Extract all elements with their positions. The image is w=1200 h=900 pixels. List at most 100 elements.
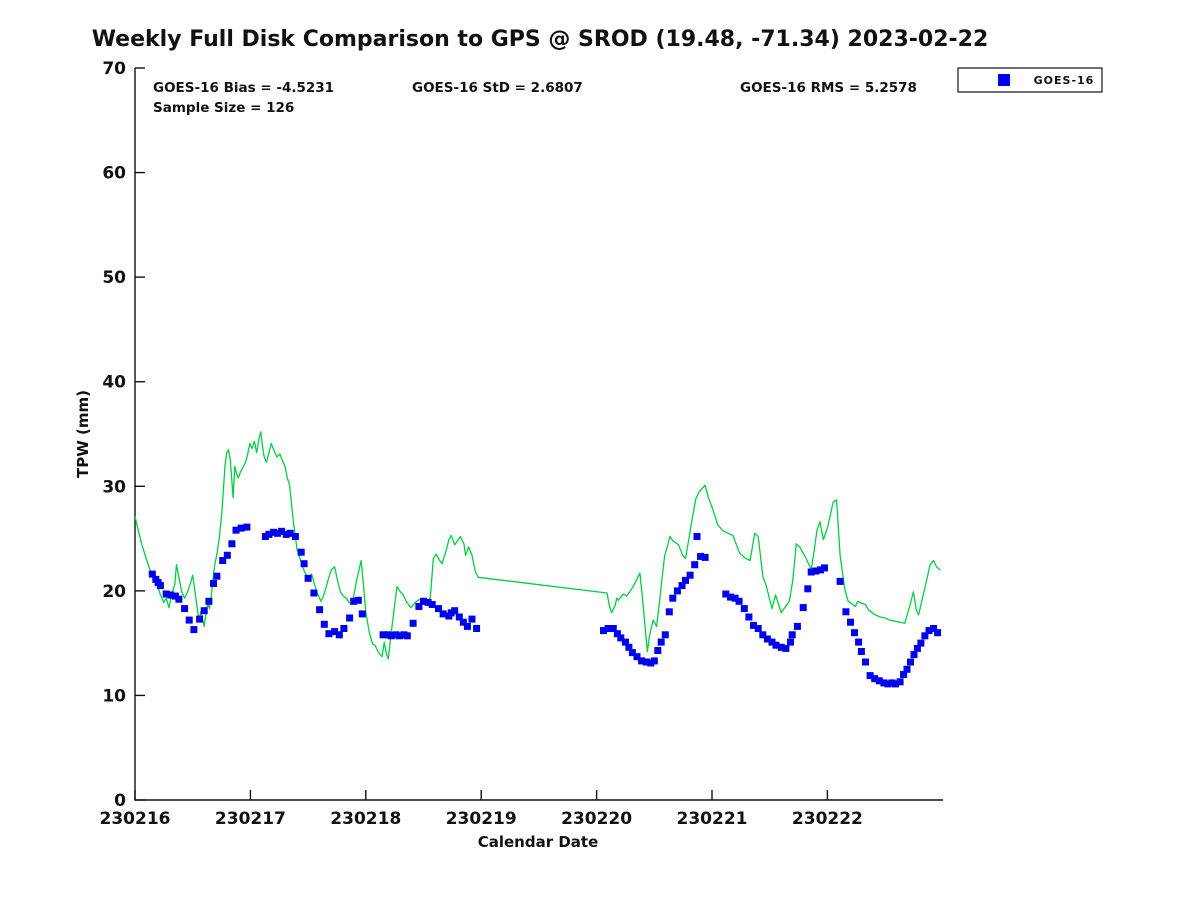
- goes16-marker: [200, 607, 208, 615]
- legend-label-goes16: GOES-16: [1034, 74, 1095, 87]
- goes16-marker: [913, 644, 921, 652]
- goes16-marker: [799, 604, 807, 612]
- goes16-marker: [205, 597, 213, 605]
- goes16-marker: [232, 526, 240, 534]
- goes16-marker: [665, 608, 673, 616]
- x-tick-label: 230219: [446, 809, 517, 829]
- goes16-marker: [661, 631, 669, 639]
- goes16-marker: [759, 631, 767, 639]
- goes16-marker: [697, 552, 704, 560]
- goes16-marker: [463, 622, 471, 630]
- x-tick-label: 230222: [792, 809, 863, 829]
- goes16-marker: [223, 551, 231, 559]
- x-tick-label: 230217: [215, 809, 286, 829]
- goes16-marker: [754, 625, 762, 632]
- goes16-marker: [395, 632, 403, 640]
- goes16-marker: [686, 571, 694, 579]
- goes16-marker: [451, 607, 459, 615]
- goes16-marker: [657, 638, 665, 646]
- goes16-marker: [379, 631, 387, 639]
- goes16-marker: [435, 605, 442, 613]
- x-tick-label: 230218: [330, 809, 401, 829]
- goes16-marker: [297, 548, 305, 556]
- y-tick-label: 10: [102, 686, 126, 706]
- goes16-marker: [609, 625, 617, 632]
- goes16-marker: [358, 610, 366, 618]
- goes16-marker: [196, 615, 204, 623]
- goes16-marker: [354, 596, 362, 604]
- goes16-marker: [459, 618, 467, 626]
- goes16-marker: [265, 530, 273, 538]
- goes16-marker: [750, 621, 757, 629]
- goes16-marker: [300, 560, 308, 568]
- goes16-marker: [842, 608, 850, 616]
- goes16-marker: [274, 529, 281, 537]
- x-axis-label: Calendar Date: [478, 833, 599, 851]
- y-tick-label: 0: [114, 791, 126, 811]
- goes16-marker: [175, 595, 183, 603]
- goes16-marker: [669, 594, 677, 602]
- goes16-marker: [804, 585, 812, 593]
- x-tick-label: 230216: [100, 809, 171, 829]
- goes16-marker: [622, 638, 629, 646]
- goes16-marker: [409, 619, 417, 627]
- goes16-marker: [316, 606, 324, 614]
- chart-title: Weekly Full Disk Comparison to GPS @ SRO…: [92, 27, 989, 52]
- y-tick-label: 40: [102, 373, 126, 393]
- plot-axes: 0 10 20 30 40 50 60 70 230216 230217 230218 230219 2…: [100, 59, 943, 829]
- goes16-marker: [851, 629, 858, 637]
- goes16-marker: [340, 625, 348, 632]
- stat-bias: GOES-16 Bias = -4.5231: [153, 80, 334, 96]
- legend-box: [957, 67, 1103, 93]
- y-tick-label: 70: [102, 59, 126, 79]
- goes16-marker: [304, 574, 312, 582]
- y-tick-label: 60: [102, 164, 126, 184]
- goes16-marker: [331, 628, 339, 636]
- x-tick-label: 230221: [677, 809, 748, 829]
- goes16-marker: [213, 572, 221, 580]
- legend-marker-goes16: [998, 74, 1010, 86]
- goes16-marker: [772, 641, 780, 649]
- goes16-marker: [156, 582, 164, 590]
- goes16-marker: [654, 647, 662, 654]
- goes16-markers: [148, 523, 942, 688]
- goes16-marker: [817, 566, 824, 574]
- goes16-marker: [934, 629, 942, 637]
- goes16-marker: [350, 597, 358, 605]
- goes16-marker: [617, 634, 625, 642]
- goes16-marker: [691, 561, 699, 569]
- goes16-marker: [162, 590, 170, 598]
- goes16-marker: [167, 591, 175, 599]
- goes16-marker: [731, 594, 739, 602]
- goes16-marker: [673, 587, 681, 595]
- goes16-marker: [650, 657, 658, 665]
- goes16-marker: [722, 590, 730, 598]
- goes16-marker: [896, 678, 904, 686]
- goes16-marker: [884, 680, 892, 688]
- goes16-marker: [468, 615, 476, 623]
- goes16-marker: [181, 605, 189, 613]
- goes16-marker: [387, 632, 395, 640]
- goes16-marker: [185, 616, 193, 624]
- goes16-marker: [346, 614, 354, 622]
- goes16-marker: [693, 533, 701, 540]
- y-tick-label: 50: [102, 268, 126, 288]
- goes16-marker: [701, 553, 709, 561]
- goes16-marker: [237, 524, 245, 532]
- goes16-marker: [682, 576, 689, 584]
- goes16-marker: [428, 601, 436, 608]
- goes16-marker: [148, 570, 156, 578]
- goes16-marker: [745, 613, 753, 621]
- x-tick-label: 230220: [561, 809, 632, 829]
- goes16-marker: [335, 631, 343, 639]
- plot-series: [134, 431, 942, 688]
- goes16-marker: [325, 630, 333, 638]
- y-axis-label: TPW (mm): [74, 390, 92, 478]
- goes16-marker: [190, 626, 198, 634]
- goes16-marker: [727, 593, 734, 601]
- goes16-marker: [788, 631, 796, 639]
- goes16-marker: [740, 605, 748, 613]
- goes16-marker: [310, 589, 318, 597]
- goes16-marker: [836, 577, 844, 585]
- stat-std: GOES-16 StD = 2.6807: [412, 80, 583, 96]
